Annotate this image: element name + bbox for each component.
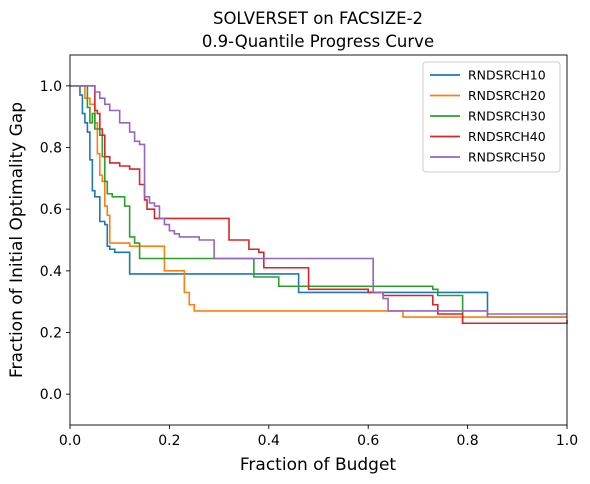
legend-box bbox=[422, 61, 561, 173]
series-layer bbox=[70, 85, 568, 325]
y-tick-label: 0.8 bbox=[40, 141, 62, 157]
chart-subtitle: 0.9-Quantile Progress Curve bbox=[202, 32, 434, 51]
x-tick-label: 0.8 bbox=[456, 433, 478, 449]
x-tick-label: 0.4 bbox=[258, 433, 280, 449]
x-axis-label: Fraction of Budget bbox=[240, 455, 397, 475]
series-line-rndsrch10 bbox=[70, 85, 567, 318]
x-tick-label: 1.0 bbox=[556, 433, 578, 449]
legend-label-rndsrch30: RNDSRCH30 bbox=[468, 109, 546, 124]
legend-label-rndsrch10: RNDSRCH10 bbox=[468, 68, 546, 83]
y-tick-label: 1.0 bbox=[40, 79, 62, 95]
legend-label-rndsrch40: RNDSRCH40 bbox=[468, 129, 546, 144]
y-tick-label: 0.0 bbox=[40, 387, 62, 403]
legend: RNDSRCH10 RNDSRCH20 RNDSRCH30 RNDSRCH40 RNDS… bbox=[422, 61, 561, 173]
y-tick-label: 0.2 bbox=[40, 326, 62, 342]
chart-title: SOLVERSET on FACSIZE-2 bbox=[213, 9, 423, 28]
x-tick-label: 0.0 bbox=[59, 433, 81, 449]
series-line-rndsrch50 bbox=[70, 85, 567, 315]
y-tick-label: 0.6 bbox=[40, 202, 62, 218]
plot-frame bbox=[69, 54, 568, 426]
tick-layer: 0.0 0.2 0.4 0.6 0.8 1.0 0.0 0.2 0.4 0.6 0.8 1.0 bbox=[40, 79, 578, 449]
legend-label-rndsrch20: RNDSRCH20 bbox=[468, 88, 546, 103]
legend-label-rndsrch50: RNDSRCH50 bbox=[468, 150, 546, 165]
y-axis-label: Fraction of Initial Optimality Gap bbox=[7, 102, 27, 378]
y-tick-label: 0.4 bbox=[40, 264, 62, 280]
x-tick-label: 0.6 bbox=[357, 433, 379, 449]
series-line-rndsrch30 bbox=[70, 85, 568, 325]
x-tick-label: 0.2 bbox=[158, 433, 180, 449]
